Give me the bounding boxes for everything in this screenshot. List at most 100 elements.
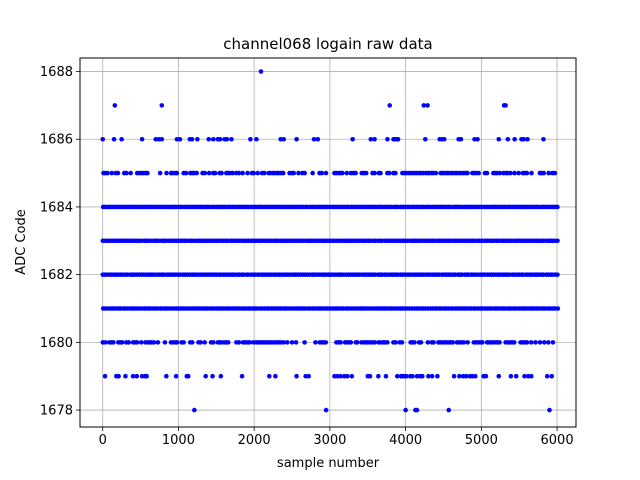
data-point [537,340,543,345]
data-point [348,340,354,345]
data-point [338,373,343,379]
data-point [552,170,558,176]
data-point [323,340,329,345]
data-point [483,373,489,379]
data-point [414,407,420,413]
data-point [496,373,502,379]
data-point [512,136,517,142]
data-point [368,136,374,142]
y-axis-label: ADC Code [14,209,29,274]
data-point [102,373,108,379]
data-point [124,170,129,176]
x-tick-label: 5000 [465,433,498,448]
data-point [139,136,145,142]
data-point [393,170,398,176]
y-axis: 1678 1680 1682 1684 1686 1688 [40,65,80,419]
data-point [296,170,301,176]
data-point [345,373,350,379]
data-point [112,103,118,108]
data-point [484,170,490,176]
data-point [100,136,106,142]
data-point [511,340,517,345]
x-axis-label: sample number [277,456,380,471]
data-point [372,136,377,142]
data-point [547,407,552,413]
data-point [555,272,560,277]
data-point [387,170,392,176]
data-point [206,136,212,142]
data-point [192,407,197,413]
data-point [446,407,452,413]
data-point [219,170,224,176]
data-point [159,136,165,142]
y-tick-label: 1678 [40,404,73,419]
data-point [139,340,144,345]
data-point [174,170,180,176]
chart-title: channel068 logain raw data [223,35,432,53]
data-point [189,136,195,142]
data-point [508,170,513,176]
data-point [350,136,355,142]
data-point [247,340,252,345]
data-point [394,373,400,379]
y-tick-label: 1684 [40,200,73,215]
data-point [111,340,116,345]
data-point [173,373,179,379]
data-point [340,170,345,176]
data-point [262,170,267,176]
x-tick-label: 3000 [313,433,346,448]
data-point [319,170,325,176]
data-point [372,340,377,345]
data-point [189,340,195,345]
data-point [145,170,150,176]
data-point [385,340,390,345]
data-point [302,170,307,176]
data-point [549,373,555,379]
data-point [239,373,245,379]
data-point [103,340,108,345]
data-points [100,69,561,413]
data-point [229,136,234,142]
data-point [385,136,390,142]
data-point [541,170,547,176]
x-tick-label: 4000 [389,433,422,448]
data-point [111,136,117,142]
data-point [162,340,168,345]
data-point [497,340,502,345]
data-point [289,340,295,345]
data-point [344,170,350,176]
data-point [508,373,514,379]
data-point [115,170,121,176]
data-point [376,373,381,379]
data-point [423,136,428,142]
data-point [475,136,480,142]
data-point [451,373,457,379]
data-point [354,340,360,345]
data-point [302,340,307,345]
data-point [294,136,299,142]
data-point [457,373,462,379]
data-point [463,373,469,379]
data-point [425,340,431,345]
data-point [164,373,169,379]
data-point [105,170,110,176]
data-point [496,136,502,142]
data-point [130,373,136,379]
data-point [255,170,261,176]
data-point [254,136,259,142]
x-tick-label: 1000 [162,433,195,448]
data-point [555,204,560,210]
data-point [323,407,329,413]
data-point [195,136,200,142]
data-point [367,373,373,379]
data-point [472,373,478,379]
data-point [513,373,519,379]
data-point [203,373,208,379]
data-point [315,136,321,142]
data-point [267,373,272,379]
data-point [393,340,398,345]
data-point [311,136,317,142]
data-point [109,170,115,176]
data-point [431,340,436,345]
